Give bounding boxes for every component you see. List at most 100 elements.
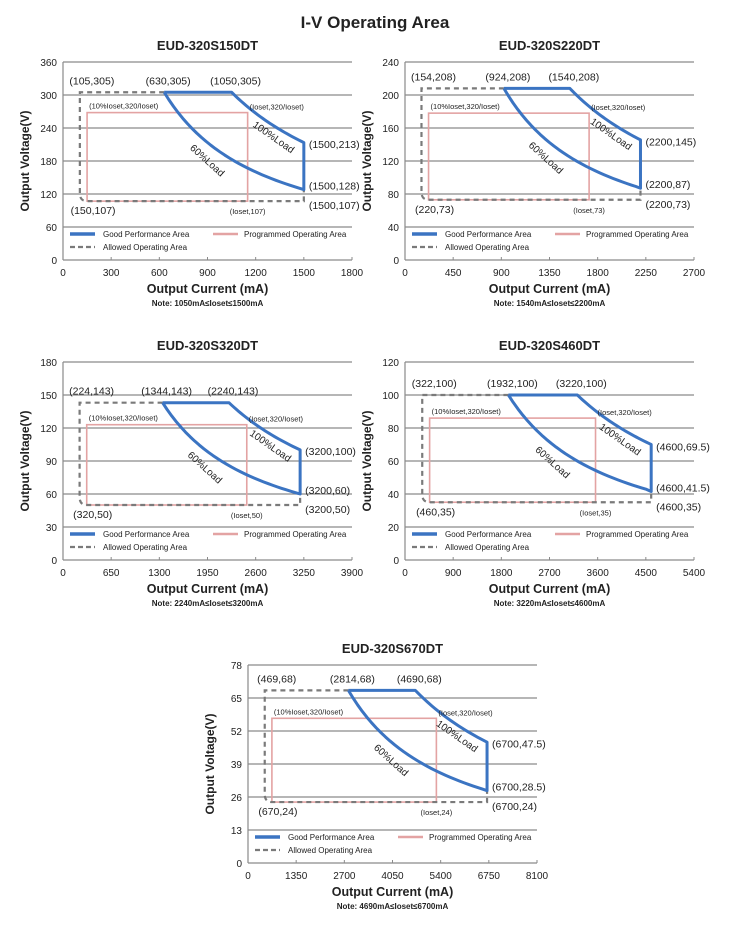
y-tick-label: 80: [388, 424, 400, 435]
x-axis-title: Output Current (mA): [147, 582, 269, 596]
y-tick-label: 65: [231, 694, 243, 705]
label-allowed-top-left: (224,143): [69, 386, 114, 398]
label-good-top-right: (3220,100): [556, 378, 607, 390]
label-good-right-top: (2200,145): [645, 136, 696, 148]
note: Note: 3220mA≤Ioset≤4600mA: [494, 599, 606, 608]
label-programmed-top-left: (10%Ioset,320/Ioset): [89, 102, 159, 111]
legend-programmed-label: Programmed Operating Area: [429, 833, 532, 842]
legend-programmed-label: Programmed Operating Area: [244, 530, 347, 539]
label-programmed-bottom-right: (Ioset,50): [231, 511, 263, 520]
label-programmed-bottom-right: (Ioset,107): [230, 207, 266, 216]
label-60-percent-load: 60%Load: [526, 140, 565, 176]
allowed-operating-area: [421, 393, 653, 504]
note: Note: 1050mA≤Ioset≤1500mA: [152, 299, 264, 308]
label-good-right-bottom: (1500,128): [309, 181, 360, 193]
x-tick-label: 600: [151, 268, 168, 279]
x-tick-label: 4500: [635, 568, 658, 579]
chart-eud-320s220dt: EUD-320S220DT 0 40 80 120 160 200 240 0 450 900 135…: [360, 38, 706, 308]
x-tick-label: 450: [445, 268, 462, 279]
y-tick-label: 0: [51, 556, 57, 567]
label-programmed-bottom-right: (Ioset,35): [580, 508, 612, 517]
label-programmed-bottom-right: (Ioset,73): [573, 206, 605, 215]
label-programmed-top-right: (Ioset,320/Ioset): [598, 408, 653, 417]
label-allowed-bottom-left: (460,35): [416, 506, 455, 518]
x-tick-label: 5400: [683, 568, 706, 579]
x-tick-label: 1350: [538, 268, 561, 279]
legend-good-label: Good Performance Area: [103, 230, 190, 239]
label-allowed-bottom-right: (1500,107): [309, 200, 360, 212]
x-tick-label: 900: [199, 268, 216, 279]
label-programmed-top-right: (Ioset,320/Ioset): [591, 103, 646, 112]
legend-programmed-label: Programmed Operating Area: [586, 230, 689, 239]
y-tick-label: 20: [388, 523, 400, 534]
x-tick-label: 2700: [683, 268, 706, 279]
label-allowed-bottom-right: (6700,24): [492, 801, 537, 813]
legend-allowed-label: Allowed Operating Area: [103, 243, 188, 252]
x-tick-label: 650: [103, 568, 120, 579]
y-tick-label: 120: [40, 190, 57, 201]
x-tick-label: 0: [245, 871, 251, 882]
legend-allowed-label: Allowed Operating Area: [445, 243, 530, 252]
label-good-top-right: (4690,68): [397, 673, 442, 685]
x-tick-label: 1350: [285, 871, 308, 882]
y-axis-title: Output Voltage(V): [360, 410, 374, 511]
label-programmed-top-left: (10%Ioset,320/Ioset): [432, 407, 502, 416]
x-tick-label: 900: [493, 268, 510, 279]
label-allowed-bottom-left: (150,107): [71, 205, 116, 217]
good-performance-area: [162, 90, 306, 192]
x-tick-label: 6750: [478, 871, 501, 882]
good-performance-area: [507, 393, 653, 494]
note: Note: 1540mA≤Ioset≤2200mA: [494, 299, 606, 308]
y-tick-label: 0: [393, 256, 399, 267]
chart-eud-320s670dt: EUD-320S670DT 0 13 26 39 52 65 78 0 1350 2700 4050 5…: [203, 641, 549, 911]
programmed-operating-area: [85, 423, 248, 506]
label-good-top-left: (1344,143): [141, 386, 192, 398]
legend-programmed-label: Programmed Operating Area: [586, 530, 689, 539]
y-tick-label: 180: [40, 157, 57, 168]
programmed-operating-area: [428, 417, 597, 504]
y-tick-label: 26: [231, 793, 243, 804]
label-good-top-left: (1932,100): [487, 378, 538, 390]
legend-programmed-label: Programmed Operating Area: [244, 230, 347, 239]
legend-allowed-label: Allowed Operating Area: [445, 543, 530, 552]
x-tick-label: 0: [60, 268, 66, 279]
legend-good-label: Good Performance Area: [445, 230, 532, 239]
chart-eud-320s150dt: EUD-320S150DT 0 60 120 180 240 300 360 0 300 600 90…: [18, 38, 364, 308]
y-tick-label: 80: [388, 190, 400, 201]
y-tick-label: 13: [231, 826, 243, 837]
y-axis-title: Output Voltage(V): [18, 110, 32, 211]
chart-eud-320s460dt: EUD-320S460DT 0 20 40 60 80 100 120 0 900 1800 2700…: [360, 338, 710, 608]
x-tick-label: 0: [402, 268, 408, 279]
label-good-right-bottom: (3200,60): [305, 485, 350, 497]
chart-title: EUD-320S220DT: [499, 38, 600, 53]
y-tick-label: 0: [51, 256, 57, 267]
x-tick-label: 1800: [490, 568, 513, 579]
legend-good-label: Good Performance Area: [288, 833, 375, 842]
y-tick-label: 120: [382, 358, 399, 369]
x-tick-label: 1200: [245, 268, 268, 279]
y-tick-label: 240: [382, 58, 399, 69]
note: Note: 4690mA≤Ioset≤6700mA: [337, 902, 449, 911]
label-good-top-right: (1050,305): [210, 75, 261, 87]
y-tick-label: 60: [388, 457, 400, 468]
label-good-right-top: (1500,213): [309, 139, 360, 151]
allowed-operating-area: [420, 87, 642, 201]
allowed-operating-area: [263, 689, 489, 804]
label-programmed-top-right: (Ioset,320/Ioset): [249, 415, 304, 424]
x-axis-title: Output Current (mA): [332, 885, 454, 899]
y-tick-label: 40: [388, 490, 400, 501]
label-allowed-top-left: (154,208): [411, 71, 456, 83]
label-allowed-top-left: (322,100): [412, 378, 457, 390]
y-tick-label: 60: [46, 223, 58, 234]
x-tick-label: 1500: [293, 268, 316, 279]
label-programmed-top-left: (10%Ioset,320/Ioset): [89, 414, 159, 423]
y-tick-label: 60: [46, 490, 58, 501]
x-tick-label: 3250: [293, 568, 316, 579]
label-60-percent-load: 60%Load: [533, 445, 572, 481]
x-tick-label: 1800: [587, 268, 610, 279]
label-60-percent-load: 60%Load: [371, 743, 410, 779]
label-good-right-top: (3200,100): [305, 446, 356, 458]
y-tick-label: 0: [236, 859, 242, 870]
label-allowed-bottom-left: (320,50): [73, 509, 112, 521]
label-good-top-left: (630,305): [146, 75, 191, 87]
